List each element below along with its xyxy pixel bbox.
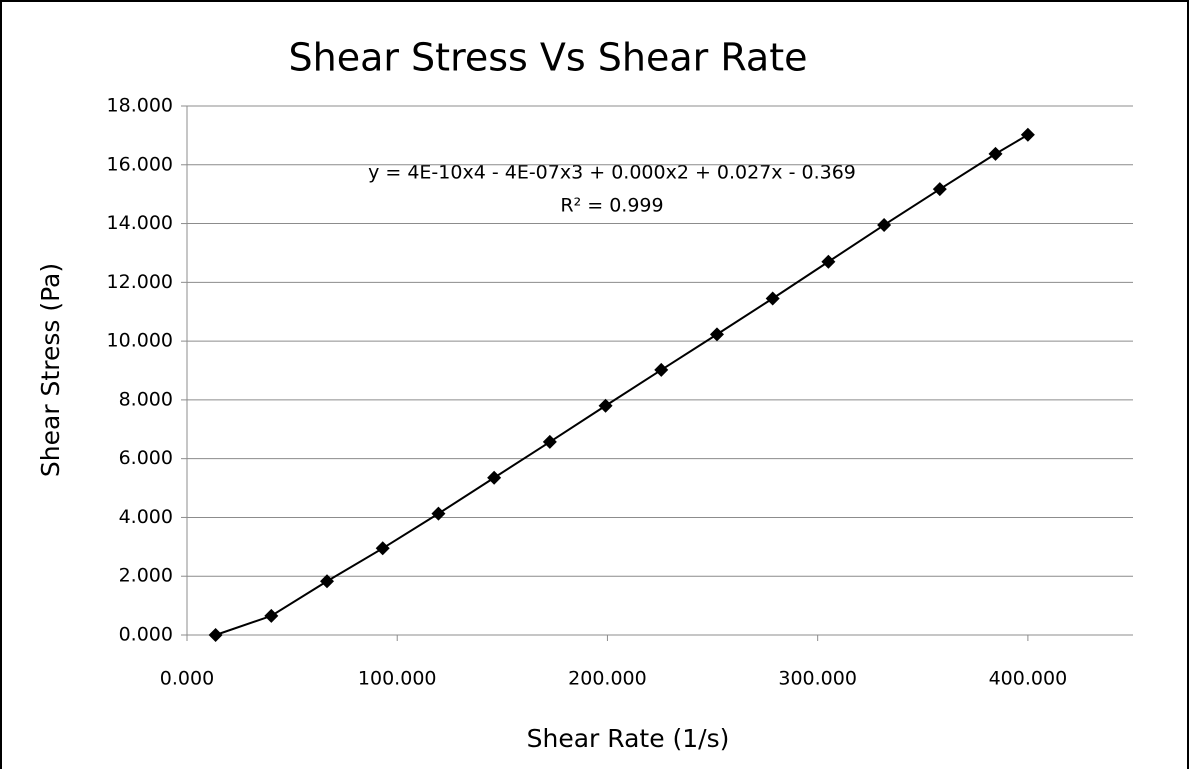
data-point [598,398,613,413]
data-point [542,434,557,449]
x-tick-label: 200.000 [568,668,647,690]
data-point [654,362,669,377]
data-point [487,470,502,485]
data-point [208,628,223,642]
data-point [264,608,279,623]
x-axis-label: Shear Rate (1/s) [527,724,730,753]
data-point [932,182,947,197]
y-axis-label: Shear Stress (Pa) [36,263,65,477]
data-point [988,146,1003,161]
trendline-equation: y = 4E-10x4 - 4E-07x3 + 0.000x2 + 0.027x… [368,162,856,184]
y-tick-label: 0.000 [119,624,173,646]
r-squared: R² = 0.999 [560,195,663,217]
series-line [215,133,1029,636]
y-tick-label: 12.000 [107,271,173,293]
y-tick-label: 18.000 [107,95,173,117]
data-point [821,254,836,269]
data-point [320,574,335,589]
x-tick-label: 300.000 [778,668,857,690]
y-tick-label: 6.000 [119,447,173,469]
data-point [1020,127,1035,142]
x-tick-label: 0.000 [160,668,214,690]
x-tick-label: 100.000 [358,668,437,690]
x-tick-label: 400.000 [989,668,1068,690]
data-point [431,506,446,521]
y-tick-label: 10.000 [107,330,173,352]
data-point [375,541,390,556]
y-tick-label: 4.000 [119,506,173,528]
chart-title: Shear Stress Vs Shear Rate [288,36,807,80]
data-point [877,218,892,233]
y-tick-label: 2.000 [119,565,173,587]
y-tick-label: 16.000 [107,153,173,175]
data-point [709,327,724,342]
y-tick-label: 14.000 [107,212,173,234]
data-point [765,291,780,306]
y-tick-label: 8.000 [119,388,173,410]
